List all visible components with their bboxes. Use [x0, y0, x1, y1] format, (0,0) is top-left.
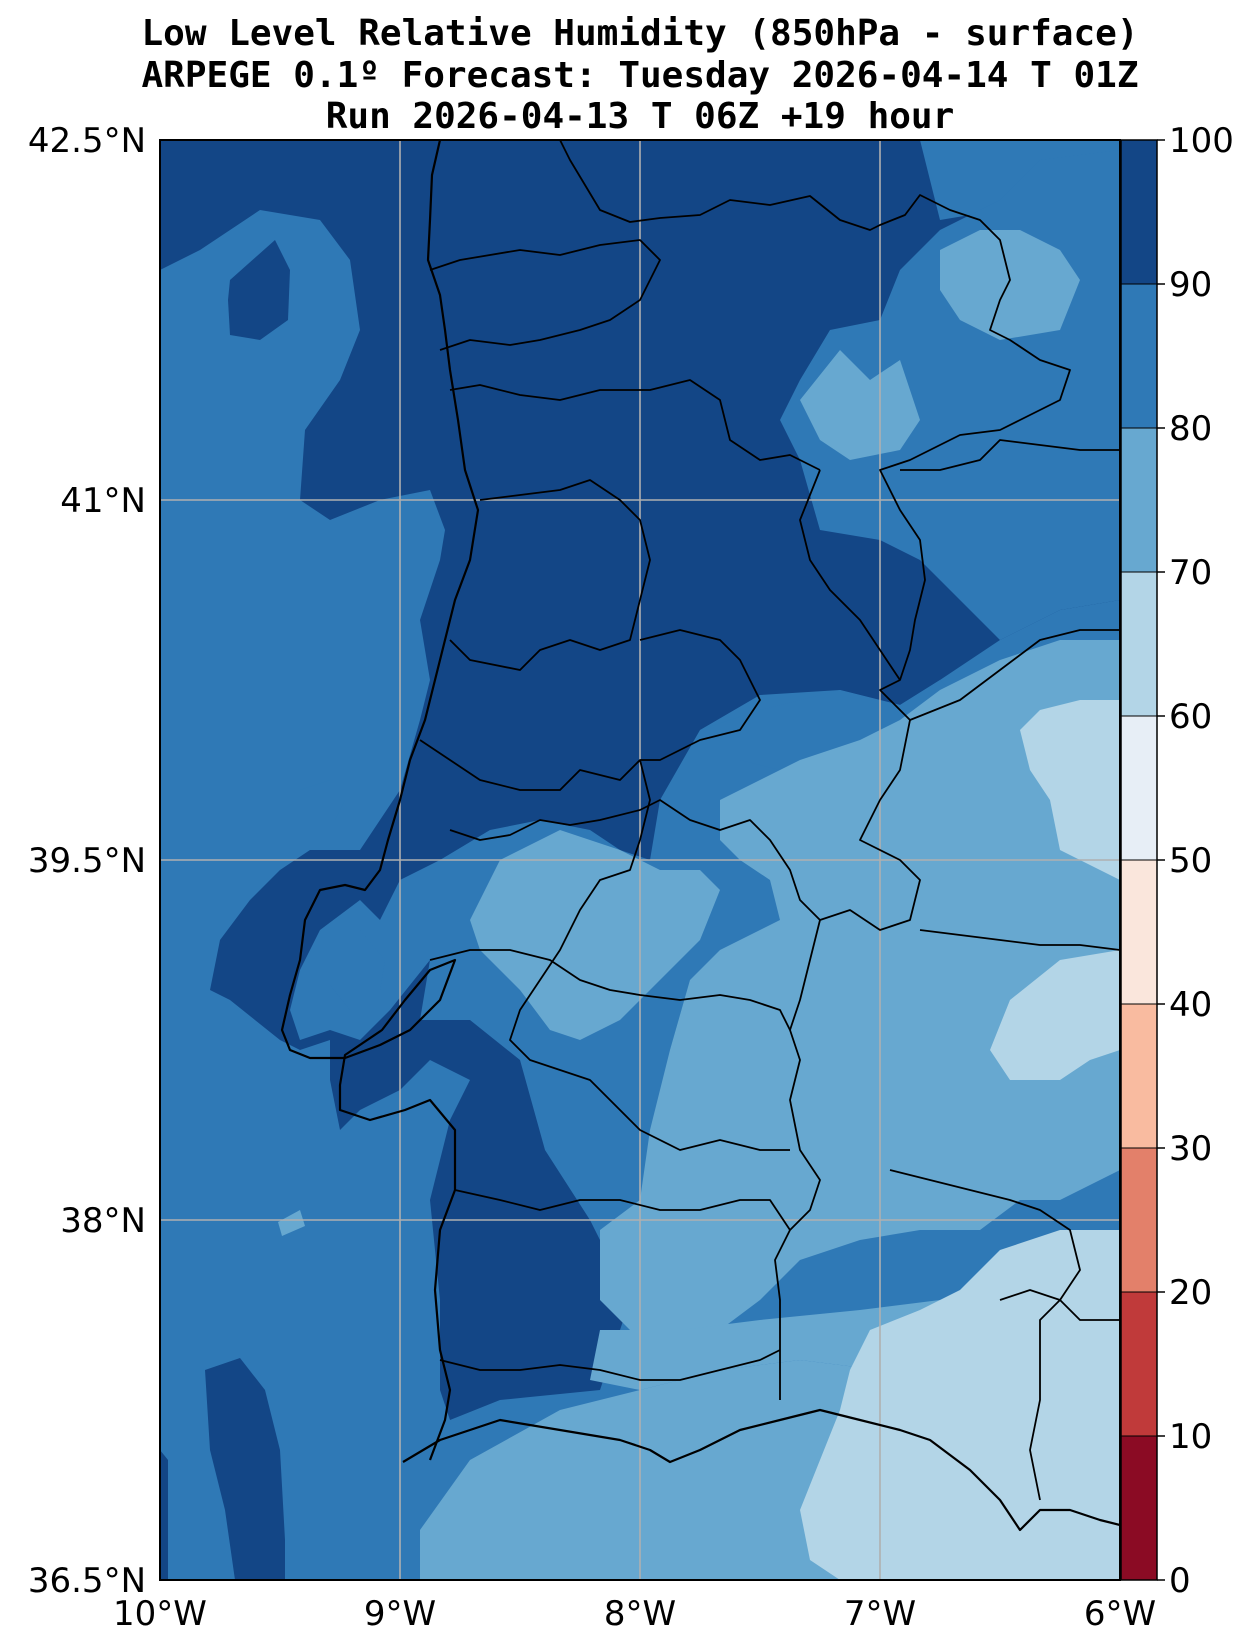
colorbar-segment-20	[1121, 1148, 1157, 1293]
x-tick-label-10w: 10°W	[113, 1594, 207, 1634]
colorbar-frame	[1120, 139, 1158, 1581]
x-tick-label-7w: 7°W	[844, 1594, 916, 1634]
x-tick-label-8w: 8°W	[604, 1594, 676, 1634]
boundaries	[280, 140, 1120, 1532]
title-line-3: Run 2026-04-13 T 06Z +19 hour	[326, 96, 955, 137]
field-zone-70-80-center	[470, 830, 720, 1040]
colorbar-segment-40	[1121, 860, 1157, 1005]
x-axis-labels: 10°W 9°W 8°W 7°W 6°W	[113, 1594, 1156, 1634]
district-border-6	[509, 759, 790, 1151]
colorbar-segment-30	[1121, 1004, 1157, 1149]
district-border-9	[454, 1189, 791, 1231]
spain-province-border-2	[909, 629, 1120, 721]
field-zone-70-80-offshore-speck	[278, 1210, 305, 1236]
colorbar-segment-70	[1121, 428, 1157, 573]
district-border-8	[429, 949, 791, 1031]
district-border-7	[449, 799, 821, 921]
district-border-3	[449, 479, 651, 671]
district-border-10	[439, 1349, 781, 1381]
colorbar-label-10: 10	[1169, 1417, 1212, 1457]
district-border-1	[429, 239, 661, 351]
colorbar-label-30: 30	[1169, 1129, 1212, 1169]
field-zone-60-70-east	[1020, 700, 1120, 880]
field-zone-70-80-ne-pocket	[800, 350, 920, 460]
y-tick-label-39-5n: 39.5°N	[28, 841, 146, 881]
district-border-4	[419, 629, 761, 791]
colorbar-label-50: 50	[1169, 841, 1212, 881]
district-border-2	[449, 379, 821, 471]
colorbar-label-20: 20	[1169, 1273, 1212, 1313]
colorbar-segment-60	[1121, 572, 1157, 717]
field-zone-70-80-north-east	[940, 230, 1080, 340]
y-tick-label-42-5n: 42.5°N	[28, 121, 146, 161]
y-tick-label-41n: 41°N	[60, 481, 146, 521]
south-coastline	[402, 1408, 1120, 1532]
colorbar-label-100: 100	[1169, 121, 1234, 161]
colorbar-label-0: 0	[1169, 1561, 1191, 1601]
colorbar-segment-50	[1121, 716, 1157, 861]
field-zone-60-70-east-lobe	[990, 950, 1120, 1080]
district-border-5	[799, 469, 901, 681]
title-line-1: Low Level Relative Humidity (850hPa - su…	[142, 13, 1139, 54]
colorbar-label-60: 60	[1169, 697, 1212, 737]
colorbar-segment-90	[1121, 140, 1157, 285]
spain-province-border-5	[999, 1289, 1120, 1321]
colorbar-label-70: 70	[1169, 553, 1212, 593]
spain-province-border-1	[900, 439, 1120, 471]
field-zone-90-100-offshore	[205, 1358, 285, 1580]
y-axis-labels: 42.5°N 41°N 39.5°N 38°N 36.5°N	[28, 121, 146, 1601]
field-zone-90-100-west-blob	[228, 240, 290, 340]
field-zone-90-100-sw-edge	[160, 1450, 168, 1580]
title-line-2: ARPEGE 0.1º Forecast: Tuesday 2026-04-14…	[142, 55, 1139, 96]
colorbar-segment-0	[1121, 1436, 1157, 1581]
gridlines	[160, 140, 1120, 1580]
map-frame	[159, 139, 1121, 1581]
x-tick-label-6w: 6°W	[1084, 1594, 1156, 1634]
colorbar: 0 10 20 30 40 50 60 70 80 90 100	[1120, 121, 1234, 1601]
field-zone-80-90-tagus	[330, 930, 385, 1010]
y-tick-label-36-5n: 36.5°N	[28, 1561, 146, 1601]
spain-province-border-4	[889, 1169, 1081, 1501]
colorbar-segment-10	[1121, 1292, 1157, 1437]
colorbar-label-90: 90	[1169, 265, 1212, 305]
colorbar-label-80: 80	[1169, 409, 1212, 449]
y-tick-label-38n: 38°N	[60, 1201, 146, 1241]
west-coastline	[280, 140, 480, 1461]
field-zone-80-90-west-small	[300, 780, 345, 820]
field-zone-70-80-east	[600, 640, 1120, 1340]
colorbar-label-40: 40	[1169, 985, 1212, 1025]
spain-province-border-3	[919, 929, 1120, 951]
x-tick-label-9w: 9°W	[364, 1594, 436, 1634]
colorbar-segment-80	[1121, 284, 1157, 429]
